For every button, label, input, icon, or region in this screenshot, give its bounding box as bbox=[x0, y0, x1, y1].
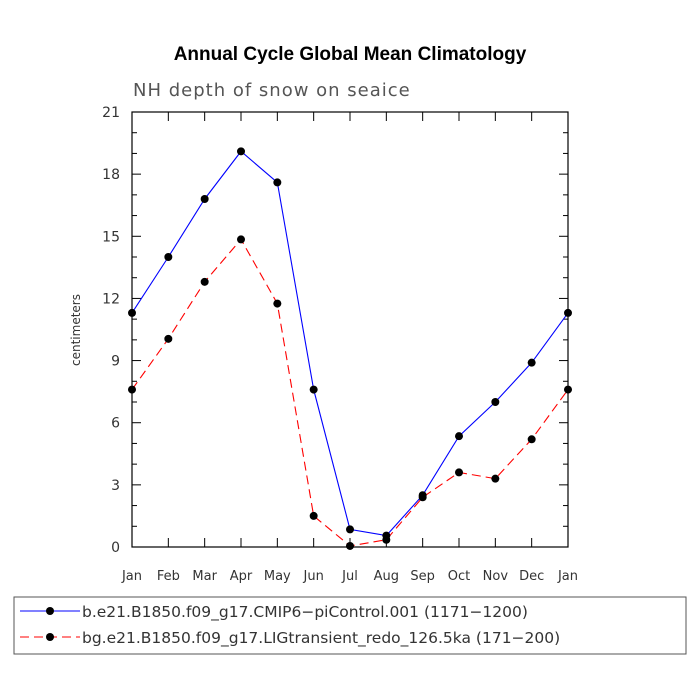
data-point-series-1 bbox=[527, 358, 536, 367]
plot-frame bbox=[131, 111, 569, 548]
data-point-series-2 bbox=[491, 474, 500, 483]
x-tick-label: Sep bbox=[410, 569, 435, 584]
series-lines bbox=[131, 150, 569, 547]
data-point-series-2 bbox=[382, 535, 391, 544]
y-tick-label: 3 bbox=[111, 478, 120, 494]
y-tick-label: 12 bbox=[102, 291, 120, 307]
axis-ticks bbox=[131, 111, 569, 548]
legend-marker-1 bbox=[46, 607, 54, 615]
x-tick-label: Jun bbox=[303, 569, 324, 584]
x-tick-label: Mar bbox=[192, 569, 217, 584]
series-line-1 bbox=[131, 150, 569, 537]
y-tick-labels: 0 3 6 9 12 15 18 21 bbox=[102, 105, 120, 556]
data-point-series-2 bbox=[200, 277, 209, 286]
x-tick-label: May bbox=[264, 569, 291, 584]
y-tick-label: 9 bbox=[111, 354, 120, 370]
x-tick-label: Jan bbox=[557, 569, 578, 584]
y-tick-label: 15 bbox=[102, 229, 120, 245]
legend-marker-2 bbox=[46, 633, 54, 641]
x-tick-label: Feb bbox=[157, 569, 180, 584]
data-point-series-1 bbox=[455, 432, 463, 441]
data-point-series-1 bbox=[164, 253, 173, 261]
series-markers bbox=[128, 147, 572, 550]
data-point-series-2 bbox=[237, 235, 245, 244]
x-tick-label: Nov bbox=[483, 569, 509, 584]
y-tick-label: 0 bbox=[111, 540, 120, 556]
data-point-series-2 bbox=[455, 468, 463, 477]
y-tick-label: 21 bbox=[102, 105, 120, 121]
data-point-series-2 bbox=[164, 334, 173, 343]
series-line-2 bbox=[131, 238, 569, 547]
data-point-series-1 bbox=[200, 195, 209, 203]
data-point-series-1 bbox=[491, 398, 500, 406]
data-point-series-2 bbox=[418, 493, 427, 502]
x-tick-label: Jan bbox=[121, 569, 142, 584]
x-tick-label: Aug bbox=[374, 569, 399, 584]
chart-subtitle: NH depth of snow on seaice bbox=[133, 80, 411, 101]
legend: b.e21.B1850.f09_g17.CMIP6−piControl.001 … bbox=[13, 596, 687, 655]
data-point-series-1 bbox=[273, 178, 282, 187]
data-point-series-1 bbox=[309, 385, 318, 394]
x-tick-label: Oct bbox=[448, 569, 470, 584]
x-tick-label: Dec bbox=[519, 569, 544, 584]
y-axis-label: centimeters bbox=[69, 294, 83, 366]
legend-box bbox=[13, 596, 687, 655]
data-point-series-2 bbox=[273, 299, 282, 308]
legend-label-1: b.e21.B1850.f09_g17.CMIP6−piControl.001 … bbox=[82, 603, 528, 622]
y-tick-label: 18 bbox=[102, 167, 120, 183]
legend-label-2: bg.e21.B1850.f09_g17.LIGtransient_redo_1… bbox=[82, 629, 560, 648]
data-point-series-2 bbox=[527, 435, 536, 444]
data-point-series-1 bbox=[237, 147, 245, 156]
x-tick-labels: Jan Feb Mar Apr May Jun Jul Aug Sep Oct Nov Dec Jan bbox=[121, 569, 578, 584]
data-point-series-1 bbox=[346, 525, 354, 534]
y-tick-label: 6 bbox=[111, 416, 120, 432]
data-point-series-2 bbox=[309, 511, 318, 520]
x-tick-label: Apr bbox=[230, 569, 253, 584]
x-tick-label: Jul bbox=[341, 569, 358, 584]
chart-title: Annual Cycle Global Mean Climatology bbox=[174, 44, 527, 65]
data-point-series-2 bbox=[346, 541, 354, 550]
